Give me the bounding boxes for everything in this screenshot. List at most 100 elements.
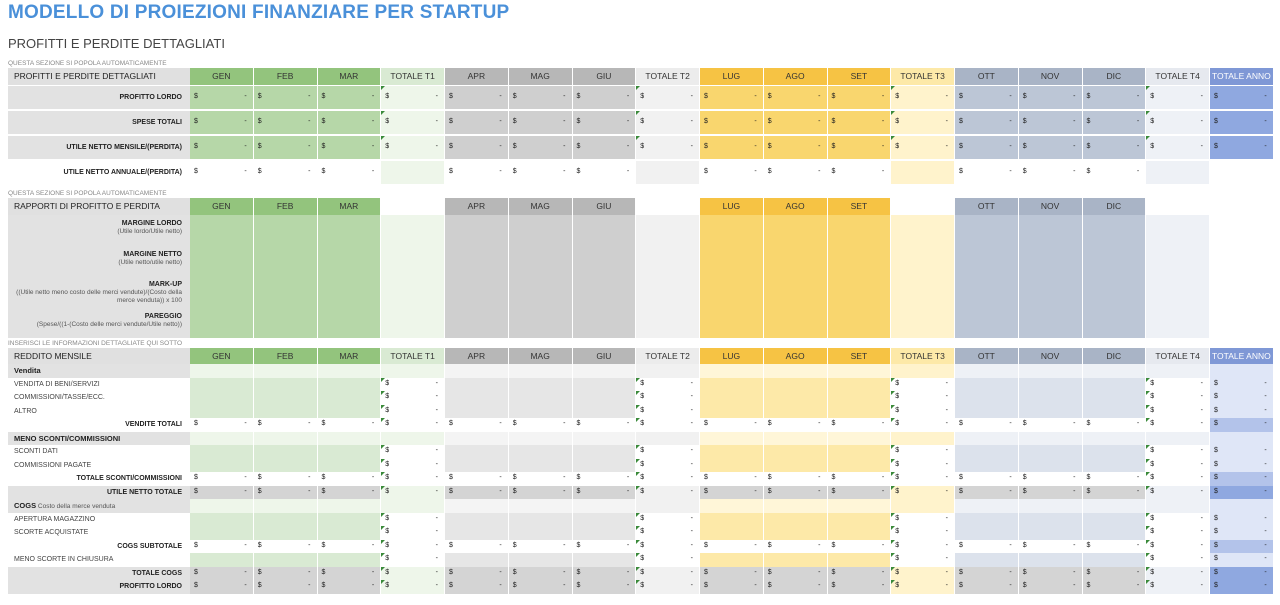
income-input-cell[interactable] — [763, 445, 828, 459]
income-group-cell[interactable] — [1146, 364, 1210, 378]
summary-cell[interactable]: $ - — [1082, 136, 1147, 159]
income-calc-cell[interactable]: $ - — [190, 580, 254, 594]
income-input-cell[interactable] — [508, 553, 573, 567]
income-input-cell[interactable] — [572, 526, 637, 540]
income-total-cell[interactable]: $ - — [636, 458, 700, 472]
ratio-cell[interactable] — [763, 246, 828, 276]
income-calc-cell[interactable]: $ - — [572, 485, 637, 499]
ratio-cell[interactable] — [955, 215, 1019, 246]
ratio-cell[interactable] — [253, 215, 318, 246]
ratio-cell[interactable] — [827, 276, 892, 308]
summary-cell[interactable]: $ - — [1018, 136, 1083, 159]
income-subtotal-cell[interactable]: $ - — [891, 472, 955, 486]
ratio-cell[interactable] — [763, 276, 828, 308]
income-calc-cell[interactable]: $ - — [827, 485, 892, 499]
income-total-cell[interactable]: $ - — [1210, 404, 1274, 418]
income-input-cell[interactable] — [827, 445, 892, 459]
summary-cell[interactable]: $ - — [955, 86, 1019, 109]
income-group-cell[interactable] — [317, 364, 382, 378]
income-subtotal-cell[interactable]: $ - — [827, 418, 892, 432]
summary-cell[interactable]: $ - — [1082, 161, 1147, 184]
income-calc-cell[interactable]: $ - — [1082, 485, 1147, 499]
income-subtotal-cell[interactable]: $ - — [190, 472, 254, 486]
ratio-cell[interactable] — [891, 308, 955, 338]
ratio-cell[interactable] — [955, 276, 1019, 308]
income-calc-cell[interactable]: $ - — [1082, 566, 1147, 580]
income-input-cell[interactable] — [572, 458, 637, 472]
summary-cell[interactable]: $ - — [253, 161, 318, 184]
income-total-cell[interactable]: $ - — [1146, 553, 1210, 567]
income-subtotal-cell[interactable]: $ - — [1082, 472, 1147, 486]
income-total-cell[interactable]: $ - — [891, 391, 955, 405]
income-group-cell[interactable] — [572, 364, 637, 378]
income-input-cell[interactable] — [572, 445, 637, 459]
summary-cell[interactable]: $ - — [1018, 111, 1083, 134]
income-subtotal-cell[interactable]: $ - — [891, 418, 955, 432]
income-calc-cell[interactable]: $ - — [1018, 566, 1083, 580]
income-input-cell[interactable] — [190, 445, 254, 459]
income-input-cell[interactable] — [445, 404, 509, 418]
ratio-cell[interactable] — [508, 276, 573, 308]
ratio-cell[interactable] — [1210, 246, 1274, 276]
income-input-cell[interactable] — [763, 404, 828, 418]
income-group-cell[interactable] — [763, 431, 828, 445]
income-calc-cell[interactable]: $ - — [1210, 580, 1274, 594]
income-group-cell[interactable] — [381, 499, 445, 513]
income-total-cell[interactable]: $ - — [1146, 377, 1210, 391]
income-group-cell[interactable] — [572, 431, 637, 445]
income-input-cell[interactable] — [955, 458, 1019, 472]
ratio-cell[interactable] — [763, 215, 828, 246]
summary-cell[interactable]: $ - — [700, 86, 764, 109]
income-group-cell[interactable] — [445, 431, 509, 445]
income-subtotal-cell[interactable]: $ - — [700, 418, 764, 432]
income-input-cell[interactable] — [700, 553, 764, 567]
income-calc-cell[interactable]: $ - — [190, 566, 254, 580]
ratio-cell[interactable] — [700, 308, 764, 338]
income-calc-cell[interactable]: $ - — [572, 566, 637, 580]
income-calc-cell[interactable]: $ - — [190, 485, 254, 499]
income-input-cell[interactable] — [317, 526, 382, 540]
income-calc-cell[interactable]: $ - — [955, 580, 1019, 594]
summary-cell[interactable] — [381, 161, 445, 184]
income-calc-cell[interactable]: $ - — [636, 566, 700, 580]
income-subtotal-cell[interactable]: $ - — [572, 539, 637, 553]
income-group-cell[interactable] — [190, 499, 254, 513]
income-input-cell[interactable] — [1018, 512, 1083, 526]
ratio-cell[interactable] — [445, 246, 509, 276]
income-group-cell[interactable] — [445, 364, 509, 378]
income-subtotal-cell[interactable]: $ - — [636, 472, 700, 486]
income-input-cell[interactable] — [763, 377, 828, 391]
income-subtotal-cell[interactable]: $ - — [445, 472, 509, 486]
income-group-cell[interactable] — [1082, 499, 1147, 513]
income-input-cell[interactable] — [763, 391, 828, 405]
income-input-cell[interactable] — [253, 553, 318, 567]
summary-cell[interactable]: $ - — [572, 136, 637, 159]
summary-cell[interactable]: $ - — [190, 86, 254, 109]
summary-cell[interactable]: $ - — [508, 111, 573, 134]
income-total-cell[interactable]: $ - — [636, 445, 700, 459]
income-subtotal-cell[interactable]: $ - — [317, 418, 382, 432]
income-subtotal-cell[interactable]: $ - — [763, 472, 828, 486]
income-group-cell[interactable] — [1082, 364, 1147, 378]
income-total-cell[interactable]: $ - — [891, 404, 955, 418]
summary-cell[interactable]: $ - — [253, 136, 318, 159]
summary-cell[interactable]: $ - — [508, 86, 573, 109]
income-input-cell[interactable] — [827, 526, 892, 540]
summary-cell[interactable] — [1146, 161, 1210, 184]
summary-cell[interactable]: $ - — [1146, 111, 1210, 134]
summary-cell[interactable]: $ - — [955, 136, 1019, 159]
income-input-cell[interactable] — [445, 526, 509, 540]
income-subtotal-cell[interactable]: $ - — [317, 472, 382, 486]
income-input-cell[interactable] — [827, 553, 892, 567]
income-subtotal-cell[interactable]: $ - — [381, 418, 445, 432]
income-subtotal-cell[interactable]: $ - — [445, 418, 509, 432]
income-subtotal-cell[interactable]: $ - — [508, 418, 573, 432]
income-subtotal-cell[interactable]: $ - — [636, 539, 700, 553]
income-group-cell[interactable] — [381, 431, 445, 445]
income-input-cell[interactable] — [700, 404, 764, 418]
summary-cell[interactable]: $ - — [381, 111, 445, 134]
income-input-cell[interactable] — [572, 377, 637, 391]
summary-cell[interactable]: $ - — [253, 111, 318, 134]
summary-cell[interactable]: $ - — [636, 136, 700, 159]
ratio-cell[interactable] — [317, 246, 382, 276]
